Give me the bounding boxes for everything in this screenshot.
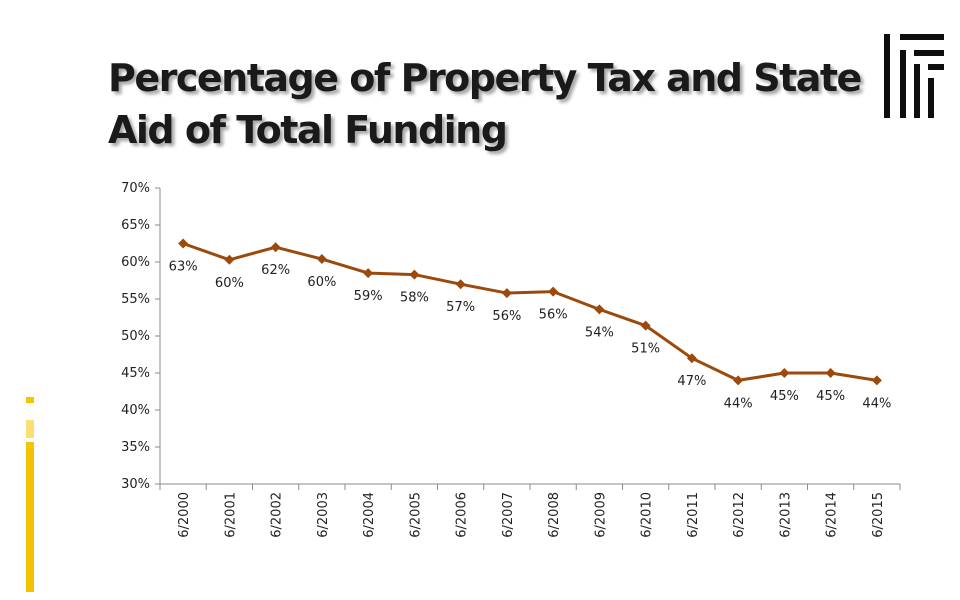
data-label: 63% [169, 260, 198, 275]
data-labels: 63% 60% 62% 60% 59% 58% 57% 56% 56% 54% 51% 47% 44% 4… [169, 260, 892, 412]
data-point-marker [224, 254, 235, 265]
data-point-marker [825, 368, 836, 378]
x-tick-label: 6/2014 [825, 492, 840, 538]
data-label: 57% [446, 300, 475, 315]
data-label: 58% [400, 291, 429, 306]
data-label: 56% [492, 309, 521, 324]
data-point-marker [871, 375, 882, 386]
y-tick-label: 60% [121, 255, 150, 270]
data-label: 45% [816, 389, 845, 404]
data-label: 60% [307, 275, 336, 290]
data-point-marker [548, 286, 559, 297]
data-label: 45% [770, 389, 799, 404]
data-point-marker [363, 268, 374, 279]
x-tick-label: 6/2004 [362, 492, 377, 538]
data-point-marker [640, 320, 651, 331]
y-axis-ticks: 30% 35% 40% 45% 50% 55% 60% 65% 70% [121, 181, 160, 492]
data-label: 54% [585, 325, 614, 340]
data-label: 51% [631, 342, 660, 357]
x-tick-label: 6/2000 [177, 492, 192, 538]
data-label: 44% [862, 396, 891, 411]
data-point-marker [733, 375, 744, 386]
data-label: 60% [215, 276, 244, 291]
x-tick-label: 6/2009 [593, 492, 608, 538]
data-label: 47% [677, 374, 706, 389]
x-tick-label: 6/2012 [732, 492, 747, 538]
y-tick-label: 70% [121, 181, 150, 196]
x-tick-label: 6/2011 [686, 492, 701, 538]
data-point-marker [316, 254, 327, 265]
x-tick-label: 6/2007 [501, 492, 516, 538]
y-tick-label: 30% [121, 477, 150, 492]
chart-axes [159, 188, 900, 485]
y-tick-label: 65% [121, 218, 150, 233]
slide-title: Percentage of Property Tax and State Aid… [108, 56, 862, 152]
x-tick-label: 6/2002 [270, 492, 285, 538]
accent-bar-middle [26, 420, 34, 438]
data-point-marker [409, 269, 420, 280]
accent-bar-top [26, 397, 34, 403]
data-point-marker [270, 242, 281, 253]
y-tick-label: 35% [121, 440, 150, 455]
series-layer [178, 238, 882, 386]
x-tick-label: 6/2010 [640, 492, 655, 538]
data-label: 59% [354, 289, 383, 304]
data-label: 44% [724, 396, 753, 411]
x-tick-label: 6/2001 [223, 492, 238, 538]
y-tick-label: 50% [121, 329, 150, 344]
data-point-marker [501, 288, 512, 299]
x-tick-label: 6/2015 [871, 492, 886, 538]
data-label: 56% [539, 308, 568, 323]
accent-bar-bottom [26, 442, 34, 592]
x-axis-ticks: 6/2000 6/2001 6/2002 6/2003 6/2004 6/2005 6/20… [159, 484, 901, 538]
x-tick-label: 6/2003 [316, 492, 331, 538]
series-line [182, 242, 878, 382]
x-tick-label: 6/2008 [547, 492, 562, 538]
x-tick-label: 6/2013 [778, 492, 793, 538]
y-tick-label: 40% [121, 403, 150, 418]
data-point-marker [594, 304, 605, 315]
y-tick-label: 55% [121, 292, 150, 307]
x-tick-label: 6/2005 [408, 492, 423, 538]
data-point-marker [686, 353, 697, 364]
data-label: 62% [261, 263, 290, 278]
data-point-marker [455, 279, 466, 290]
bars-grid-icon [884, 34, 944, 118]
data-point-marker [178, 238, 189, 249]
y-tick-label: 45% [121, 366, 150, 381]
x-tick-label: 6/2006 [455, 492, 470, 538]
data-point-marker [779, 368, 790, 378]
